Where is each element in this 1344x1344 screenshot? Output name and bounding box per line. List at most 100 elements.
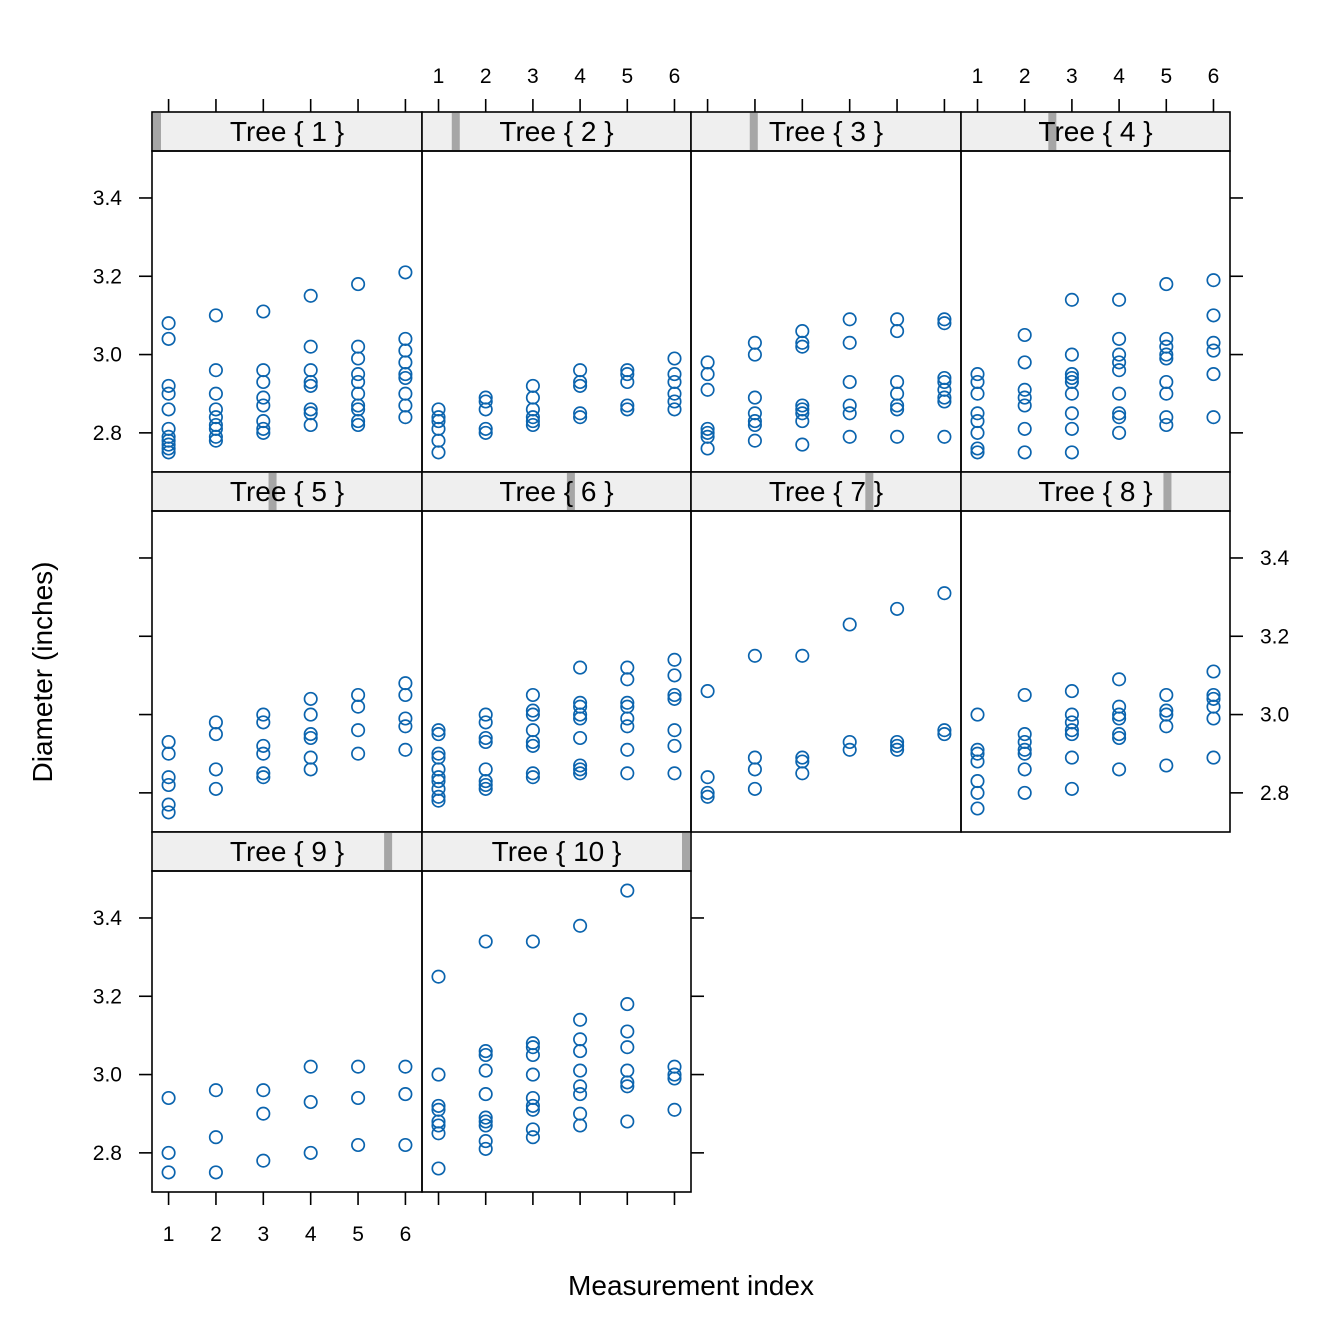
data-point [573,1063,588,1078]
y-tick-label: 2.8 [1260,782,1289,805]
data-point [937,429,952,444]
data-point [398,711,413,726]
data-point [256,1106,271,1121]
data-point [937,374,952,390]
strip-level-indicator [451,113,460,150]
data-point [256,390,271,405]
panel-tree-2: Tree { 2 } [421,111,692,473]
panel-tree-4: Tree { 4 } [960,111,1231,473]
data-point [208,433,223,448]
panel-frame [960,510,1231,833]
data-point [1064,707,1079,722]
data-point [700,684,715,699]
data-point [303,339,318,354]
x-tick-label: 2 [480,65,492,88]
data-point [525,770,540,785]
data-point [478,707,493,722]
data-point [525,1122,540,1137]
strip-level-indicator [1163,473,1172,510]
data-point [431,789,446,804]
data-point [478,425,493,440]
data-point [1017,742,1032,757]
data-point [1112,355,1127,370]
data-point [1112,707,1127,722]
data-point [525,734,540,750]
data-point [431,723,446,738]
data-point [208,781,223,796]
data-point [573,1087,588,1102]
data-point [1159,331,1174,346]
data-point [667,386,682,401]
strip-label: Tree { 4 } [1038,116,1152,147]
data-point [1206,699,1221,714]
x-tick-label: 2 [210,1223,222,1246]
panel-tree-3: Tree { 3 } [690,111,962,473]
data-point [620,883,635,898]
strip-level-indicator [1048,113,1057,150]
data-point [256,398,271,413]
data-point [573,1012,588,1027]
data-point [303,1059,318,1074]
data-point [747,781,762,796]
data-point [1112,672,1127,687]
data-point [351,414,366,429]
strip-label: Tree { 6 } [499,476,613,507]
data-point [256,1153,271,1168]
data-point [747,390,762,405]
data-point [161,441,176,456]
data-point [525,766,540,781]
data-point [573,758,588,773]
strip-level-indicator [682,833,690,870]
data-point [620,766,635,781]
panel-frame [421,870,692,1193]
data-point [842,734,857,750]
data-point [842,398,857,413]
data-point [620,1040,635,1055]
data-point [351,339,366,354]
data-point [525,1047,540,1063]
data-point [525,1067,540,1082]
data-point [700,789,715,804]
data-point [303,363,318,378]
data-point [620,398,635,413]
data-point [351,746,366,761]
y-tick-label: 3.4 [93,907,123,930]
data-point [398,1059,413,1074]
data-point [937,316,952,331]
data-point [431,774,446,789]
data-point [1159,347,1174,362]
y-tick-label: 3.4 [93,187,123,210]
x-tick-label: 3 [527,65,539,88]
data-point [667,1067,682,1082]
data-point [525,410,540,425]
data-point [208,1083,223,1098]
data-point [398,742,413,757]
data-point [842,742,857,757]
data-point [1064,727,1079,742]
data-point [161,402,176,417]
data-point [573,406,588,421]
data-point [208,715,223,730]
data-point [1159,687,1174,703]
data-point [256,746,271,761]
data-point [795,648,810,663]
data-point [747,417,762,433]
data-point [970,367,985,382]
data-point [667,1071,682,1086]
data-point [303,402,318,417]
data-point [573,378,588,393]
data-point [1206,664,1221,679]
data-point [478,1044,493,1059]
data-point [256,425,271,440]
data-point [620,660,635,675]
data-point [431,421,446,436]
data-point [431,433,446,448]
strip-level-indicator [268,473,277,510]
x-tick-label: 3 [1066,65,1078,88]
data-point [1112,425,1127,440]
data-point [937,723,952,738]
data-point [890,429,905,444]
strip-level-indicator [566,473,575,510]
y-tick-label: 3.0 [1260,704,1289,727]
data-point [890,398,905,413]
